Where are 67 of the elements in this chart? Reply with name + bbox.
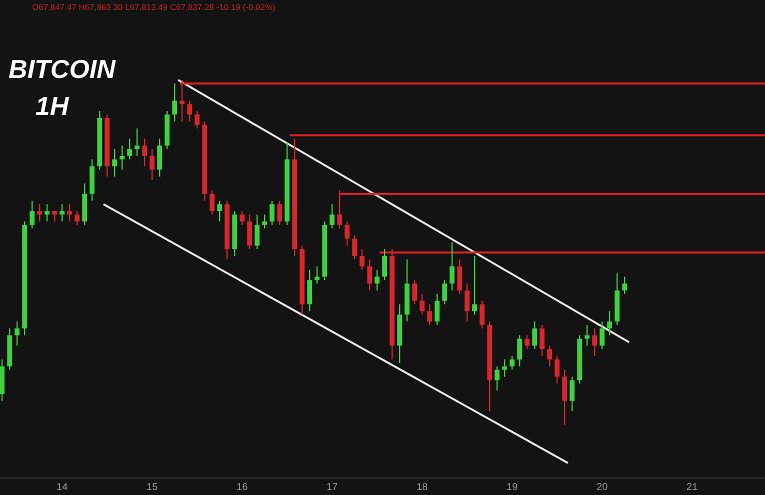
candlestick	[30, 200, 35, 229]
candlestick	[464, 282, 470, 322]
candlestick	[622, 276, 628, 294]
candlestick	[472, 255, 478, 316]
candlestick	[277, 200, 282, 226]
candlestick	[14, 320, 20, 346]
candlestick	[532, 320, 538, 350]
candlestick	[360, 248, 365, 270]
candlestick	[210, 190, 215, 216]
candlestick	[412, 280, 418, 305]
chart-subtitle: 1H	[35, 91, 70, 121]
candlestick	[592, 328, 598, 357]
candlestick	[217, 200, 222, 222]
x-tick-label: 19	[506, 482, 518, 493]
x-tick-label: 16	[236, 482, 248, 493]
candlestick	[344, 220, 350, 246]
candlestick	[37, 204, 42, 222]
candlestick	[382, 248, 388, 281]
x-tick-label: 14	[56, 482, 68, 493]
candlestick	[450, 242, 455, 292]
candlestick	[494, 366, 500, 392]
candlestick	[427, 304, 432, 326]
candlestick	[547, 345, 552, 367]
candlestick	[510, 355, 515, 370]
chart-title: BITCOIN	[8, 54, 117, 84]
candlestick	[352, 234, 358, 260]
candlestick	[420, 293, 425, 316]
candlestick	[434, 293, 440, 326]
x-tick-label: 21	[686, 482, 698, 493]
candlestick	[187, 100, 192, 122]
candlestick	[150, 148, 155, 181]
candlestick	[442, 280, 448, 305]
x-tick-label: 17	[326, 482, 338, 493]
text: O67,847.47 H67,863.30 L67,813.49 C67,837.28 -10.19 (-0.02%)	[32, 2, 276, 12]
candlestick	[502, 358, 508, 378]
candlestick	[554, 355, 560, 384]
candlestick	[127, 138, 132, 160]
candlestick	[600, 320, 605, 350]
x-tick-label: 20	[596, 482, 608, 493]
candlestick	[74, 210, 80, 226]
candlestick	[330, 204, 335, 229]
candlestick	[67, 204, 72, 222]
candlestick	[120, 144, 125, 170]
candlestick	[254, 214, 260, 250]
candlestick	[607, 310, 612, 336]
candlestick	[270, 200, 275, 226]
candlestick	[44, 204, 50, 222]
candlestick	[540, 324, 545, 357]
x-tick-label: 15	[146, 482, 158, 493]
candlestick	[172, 82, 178, 122]
candlestick	[262, 214, 268, 229]
candlestick	[194, 110, 200, 129]
candlestick	[134, 128, 140, 156]
candlestick	[374, 269, 380, 292]
candlestick	[517, 334, 522, 367]
candlestick	[480, 300, 485, 329]
x-tick-label: 18	[416, 482, 428, 493]
candlestick	[524, 334, 530, 350]
candlestick	[240, 210, 245, 226]
candlestick	[142, 138, 148, 167]
candlestick	[584, 324, 590, 346]
candlestick	[314, 266, 320, 284]
candlestick	[112, 148, 118, 178]
candlestick	[60, 204, 65, 222]
candlestick	[570, 376, 575, 412]
candlestick	[367, 258, 372, 292]
candlestick	[52, 210, 58, 222]
